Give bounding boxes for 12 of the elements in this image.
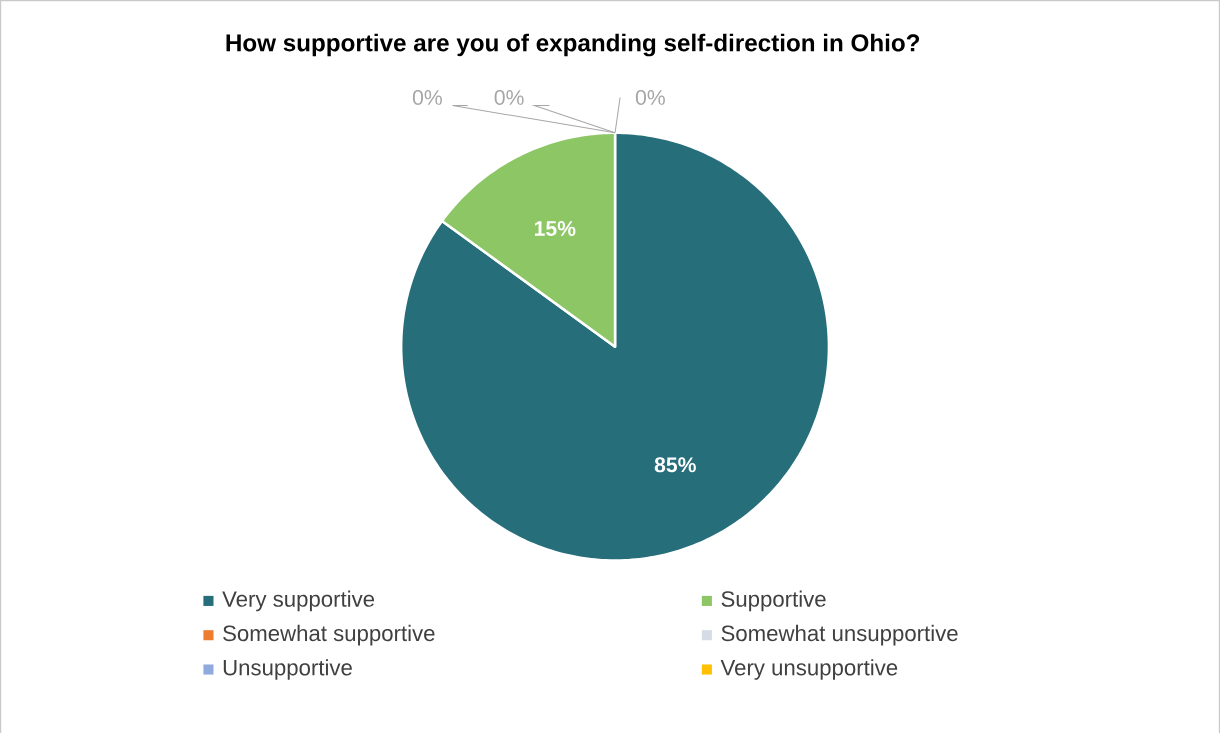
legend-label: Very supportive xyxy=(222,590,375,612)
text: 0% xyxy=(412,90,442,106)
chart-title: How supportive are you of expanding self-direction in Ohio? xyxy=(226,33,920,57)
legend-label: Supportive xyxy=(721,590,826,612)
legend-label: Very unsupportive xyxy=(720,659,898,681)
text: 0% xyxy=(494,90,524,106)
data-label: 85% xyxy=(654,457,696,473)
legend-label: Somewhat unsupportive xyxy=(721,625,958,646)
text: 0% xyxy=(635,90,665,106)
legend-label: Unsupportive xyxy=(223,659,352,681)
legend-label: Somewhat supportive xyxy=(223,625,435,646)
data-label: 15% xyxy=(534,221,576,237)
